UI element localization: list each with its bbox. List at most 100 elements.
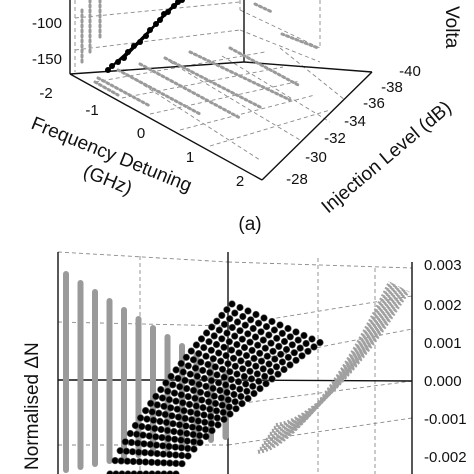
black-curve-point — [202, 352, 210, 360]
black-curve-point — [277, 350, 285, 358]
black-curve-point — [131, 421, 139, 430]
x-tick-label: -1 — [85, 102, 98, 119]
black-curve-point — [172, 470, 180, 474]
black-curve-point — [160, 402, 168, 410]
black-curve-point — [230, 390, 238, 399]
black-curve-point — [172, 397, 180, 405]
black-curve-point — [164, 434, 172, 443]
black-curve-point — [186, 370, 194, 378]
black-curve-point — [233, 370, 241, 378]
black-curve-point — [158, 394, 167, 402]
black-curve-point — [220, 373, 228, 381]
black-curve-point — [275, 342, 283, 351]
black-curve-point — [226, 315, 234, 323]
black-curve-point — [223, 388, 231, 397]
black-curve-point — [112, 470, 120, 474]
black-curve-point — [219, 408, 227, 417]
black-curve-point — [134, 439, 142, 447]
black-curve-point — [272, 363, 281, 371]
black-curve-point — [193, 410, 201, 418]
black-curve-point — [268, 317, 276, 326]
black-curve-point — [278, 358, 287, 366]
black-curve-point — [174, 413, 183, 421]
black-curve-point — [222, 381, 230, 389]
black-curve-point — [190, 445, 198, 453]
black-curve-point — [228, 300, 236, 308]
black-curve-point — [195, 424, 203, 432]
black-curve-point — [212, 340, 221, 349]
black-curve-point — [218, 311, 226, 320]
black-curve-point — [226, 410, 234, 418]
black-curve-point — [252, 310, 260, 319]
black-curve-point — [223, 306, 231, 314]
black-curve-point — [179, 399, 187, 407]
black-curve-point — [261, 372, 269, 381]
black-curve-point — [225, 403, 233, 411]
black-curve-point — [250, 389, 258, 398]
black-curve-point — [158, 434, 166, 442]
black-curve-point — [231, 398, 239, 406]
black-curve-point — [129, 457, 137, 466]
black-curve-point — [243, 387, 251, 395]
panel-b: 0.003 0.002 0.001 0.000 -0.001 -0.002 No… — [22, 251, 467, 474]
black-curve-point — [139, 431, 147, 439]
black-curve-point — [247, 375, 256, 383]
black-curve-point — [136, 470, 144, 474]
black-curve-point — [199, 404, 207, 412]
black-curve-point — [220, 415, 228, 424]
gray-projection-curve — [271, 287, 406, 433]
black-curve-point — [244, 330, 252, 338]
black-curve-point — [193, 372, 201, 380]
black-curve-point — [229, 354, 238, 362]
black-curve-point — [278, 329, 286, 338]
black-curve-point — [244, 394, 252, 403]
black-curve-point — [208, 427, 216, 435]
black-curve-point — [244, 307, 252, 315]
black-curve-point — [183, 437, 191, 445]
black-curve-point — [153, 401, 161, 409]
black-curve-point — [220, 343, 228, 351]
panel-a: -100 -150 -2 -1 0 1 2 -28 -30 -32 -34 -3… — [28, 0, 462, 235]
y-tick-label: -34 — [344, 113, 366, 130]
black-curve-point — [189, 356, 198, 364]
black-curve-point — [148, 408, 156, 416]
black-curve-point — [269, 347, 277, 355]
z-tick-label: -0.001 — [424, 411, 467, 428]
black-curve-point — [229, 383, 237, 391]
black-curve-point — [157, 386, 165, 394]
z-tick-label: -150 — [32, 51, 62, 68]
z-tick-label: 0.001 — [424, 335, 462, 352]
black-curve-point — [234, 378, 243, 386]
black-curve-point — [280, 365, 288, 374]
black-curve-point — [180, 407, 188, 415]
black-curve-point — [208, 323, 216, 331]
black-curve-point — [286, 333, 294, 341]
black-curve-point — [302, 339, 310, 348]
black-curve-point — [192, 402, 200, 410]
black-curve-point — [240, 372, 248, 381]
black-curve-point — [140, 440, 148, 448]
black-curve-point — [168, 412, 176, 420]
black-curve-point — [159, 442, 167, 450]
black-curve-point — [206, 405, 214, 413]
black-curve-point — [244, 360, 252, 368]
black-curve-point — [246, 338, 254, 346]
black-curve-point — [195, 350, 203, 358]
black-curve-point — [274, 370, 282, 378]
black-curve-point — [217, 394, 225, 402]
black-curve-point — [178, 451, 186, 460]
black-curve-point — [202, 432, 210, 441]
black-curve-point — [115, 59, 121, 65]
black-curve-point — [255, 377, 263, 385]
black-curve-point — [232, 405, 240, 413]
black-curve-point — [296, 344, 304, 352]
black-curve-point — [316, 338, 324, 347]
black-curve-point — [235, 349, 243, 357]
black-curve-point — [265, 331, 273, 339]
black-curve-point — [183, 429, 191, 438]
black-curve-point — [166, 470, 174, 474]
black-curve-point — [239, 312, 247, 321]
black-curve-point — [236, 385, 244, 393]
black-curve-point — [253, 370, 261, 378]
black-curve-point — [184, 452, 192, 460]
